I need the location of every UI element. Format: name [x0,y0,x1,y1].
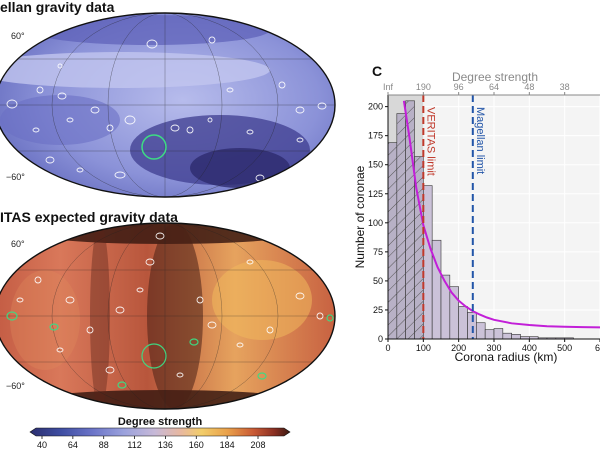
histogram-bar [458,306,468,340]
panel-a-lat-south: −60° [6,172,25,182]
x-tick-label: 400 [522,343,537,353]
panel-b-lat-south: −60° [6,381,25,391]
top-tick-label: 96 [454,82,464,92]
fit-curve [402,100,600,329]
colorbar-tick-label: 184 [220,440,235,450]
panel-a-lat-north: 60° [11,31,25,41]
veritas-limit-label: VERITAS limit [424,107,436,176]
histogram-bar-hatch [414,156,424,339]
top-tick-label: 48 [524,82,534,92]
y-tick-label: 200 [368,102,383,112]
y-tick-label: 75 [373,247,383,257]
panel-b-title: ITAS expected gravity data [0,209,178,225]
veritas-map [0,222,336,410]
x-tick-label: 200 [451,343,466,353]
histogram-bar [511,334,521,340]
colorbar-label: Degree strength [118,416,203,428]
top-tick-label: 64 [489,82,499,92]
colorbar-tick-label: 40 [37,440,47,450]
colorbar-bar [29,427,291,437]
colorbar: Degree strength 40 64 88 112 136 160 184 208 [29,416,291,450]
histogram-bar-hatch [405,100,415,339]
x-tick-label: 100 [416,343,431,353]
colorbar-tick-label: 64 [68,440,78,450]
x-tick-label: 300 [486,343,501,353]
y-tick-label: 25 [373,305,383,315]
histogram-bar [484,329,495,340]
histogram-bar [423,185,433,340]
y-axis-label: Number of coronae [353,165,367,268]
histogram-bar [440,274,451,340]
histogram-bar-hatch [396,113,406,339]
histogram-bar [476,322,486,340]
y-tick-label: 150 [368,160,383,170]
x-tick-label: 0 [385,343,390,353]
y-tick-label: 0 [378,334,383,344]
top-tick-label: Inf [383,82,394,92]
colorbar-tick-label: 208 [250,440,265,450]
y-tick-label: 100 [368,218,383,228]
histogram-bar [493,328,504,340]
colorbar-tick-label: 136 [158,440,173,450]
y-tick-label: 125 [368,189,383,199]
x-tick-label: 60 [595,343,600,353]
panel-a-title: ellan gravity data [0,0,115,15]
colorbar-tick-label: 160 [189,440,204,450]
histogram-bar-hatch [388,142,397,339]
top-axis-label: Degree strength [452,70,538,84]
x-tick-label: 500 [557,343,572,353]
y-tick-label: 50 [373,276,383,286]
panel-label-c: C [372,63,382,79]
panel-b-lat-north: 60° [11,239,25,249]
top-tick-label: 38 [560,82,570,92]
y-tick-label: 175 [368,131,383,141]
magellan-limit-label: Magellan limit [474,107,486,174]
histogram-bar [502,332,512,340]
colorbar-tick-label: 112 [127,440,141,450]
top-tick-label: 190 [416,82,431,92]
x-axis-label: Corona radius (km) [455,350,558,364]
colorbar-tick-label: 88 [99,440,109,450]
magellan-map [0,12,336,198]
histogram-panel: C Degree strength VERITAS limit Magellan … [353,63,600,364]
